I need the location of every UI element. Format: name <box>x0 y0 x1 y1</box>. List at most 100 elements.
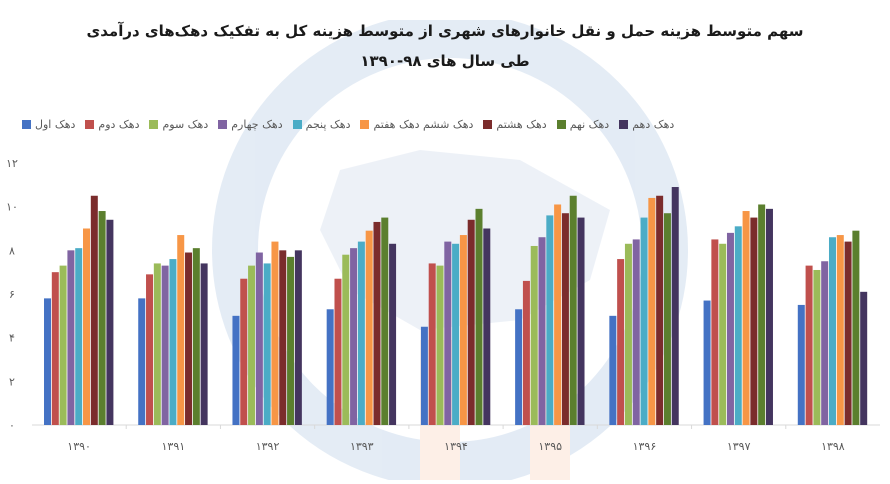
bar-۱۳۹۱-series-4 <box>161 265 169 425</box>
y-tick-label-5: ۱۰ <box>6 201 18 214</box>
legend-label-1: دهک اول <box>35 118 76 131</box>
legend-swatch-4 <box>218 120 228 129</box>
legend-label-4: دهک چهارم <box>231 118 283 131</box>
bar-۱۳۹۲-series-2 <box>240 278 248 425</box>
bar-۱۳۹۳-series-8 <box>381 217 389 425</box>
chart-title-line-1: سهم متوسط هزینه حمل و نقل خانوارهای شهری… <box>86 22 804 40</box>
bar-۱۳۹۱-series-1 <box>138 298 146 425</box>
bar-۱۳۹۳-series-3 <box>342 254 350 425</box>
bar-۱۳۹۶-series-7 <box>656 195 664 425</box>
legend-item-5: دهک پنجم <box>292 118 350 131</box>
bar-۱۳۹۷-series-8 <box>758 204 766 425</box>
bar-۱۳۹۵-series-6 <box>554 204 562 425</box>
bar-۱۳۹۱-series-9 <box>200 263 208 425</box>
bar-۱۳۹۰-series-1 <box>44 298 52 425</box>
bar-۱۳۹۱-series-5 <box>169 259 177 425</box>
bar-۱۳۹۵-series-4 <box>538 237 546 425</box>
legend-swatch-5 <box>292 120 302 129</box>
legend-label-9: دهک دهم <box>632 118 675 131</box>
bar-۱۳۹۵-series-3 <box>530 245 538 425</box>
bar-۱۳۹۲-series-3 <box>248 265 256 425</box>
bar-۱۳۹۷-series-2 <box>711 239 719 425</box>
legend-item-8: دهک نهم <box>556 118 610 131</box>
x-category-label-2: ۱۳۹۱ <box>162 440 186 453</box>
bar-۱۳۹۵-series-8 <box>569 195 577 425</box>
bar-۱۳۹۸-series-6 <box>836 235 844 425</box>
x-category-label-9: ۱۳۹۸ <box>821 440 845 453</box>
bar-۱۳۹۴-series-9 <box>483 228 491 425</box>
bar-۱۳۹۷-series-1 <box>703 300 711 425</box>
bar-۱۳۹۳-series-1 <box>326 309 334 425</box>
bar-۱۳۹۷-series-6 <box>742 211 750 425</box>
x-category-label-8: ۱۳۹۷ <box>727 440 751 453</box>
bar-۱۳۹۵-series-2 <box>522 280 530 425</box>
bar-۱۳۹۷-series-9 <box>765 208 773 425</box>
x-category-label-7: ۱۳۹۶ <box>633 440 657 453</box>
bar-۱۳۹۰-series-7 <box>90 195 98 425</box>
bar-۱۳۹۶-series-1 <box>609 315 617 425</box>
y-tick-label-4: ۸ <box>9 244 15 257</box>
bar-۱۳۹۰-series-6 <box>83 228 91 425</box>
bar-۱۳۹۳-series-5 <box>357 241 365 425</box>
bar-۱۳۹۶-series-8 <box>663 213 671 425</box>
bar-۱۳۹۳-series-4 <box>350 248 358 425</box>
bar-۱۳۹۴-series-1 <box>420 326 428 425</box>
bar-۱۳۹۲-series-1 <box>232 315 240 425</box>
bar-۱۳۹۶-series-3 <box>624 243 632 425</box>
legend-label-2: دهک دوم <box>98 118 140 131</box>
legend-label-3: دهک سوم <box>162 118 209 131</box>
legend-label-8: دهک نهم <box>569 118 610 131</box>
x-category-label-6: ۱۳۹۵ <box>538 440 562 453</box>
y-tick-label-0: ۰ <box>9 419 15 432</box>
bar-۱۳۹۱-series-2 <box>146 274 154 425</box>
bar-۱۳۹۴-series-5 <box>452 243 460 425</box>
x-category-label-4: ۱۳۹۳ <box>350 440 374 453</box>
bar-۱۳۹۸-series-5 <box>828 237 836 425</box>
x-category-label-1: ۱۳۹۰ <box>67 440 91 453</box>
y-tick-label-1: ۲ <box>9 375 15 388</box>
bar-۱۳۹۴-series-7 <box>467 219 475 425</box>
bar-۱۳۹۰-series-2 <box>51 272 59 425</box>
bar-۱۳۹۳-series-7 <box>373 221 381 425</box>
bar-۱۳۹۸-series-9 <box>860 291 868 425</box>
bar-۱۳۹۰-series-9 <box>106 219 114 425</box>
legend-item-2: دهک دوم <box>85 118 139 131</box>
bar-۱۳۹۶-series-5 <box>640 217 648 425</box>
chart-legend: دهک اول دهک دوم دهک سوم دهک چهارم دهک پنجم ده… <box>22 118 872 131</box>
bar-۱۳۹۲-series-6 <box>271 241 279 425</box>
bar-۱۳۹۲-series-5 <box>263 263 271 425</box>
chart-title-line-2: طی سال های ۹۸-۱۳۹۰ <box>360 52 530 70</box>
bar-۱۳۹۸-series-4 <box>821 261 829 425</box>
legend-label-7: دهک هشتم <box>496 118 547 131</box>
bar-۱۳۹۷-series-7 <box>750 217 758 425</box>
legend-swatch-9 <box>619 120 629 129</box>
bar-۱۳۹۶-series-2 <box>617 259 625 425</box>
y-tick-label-2: ۴ <box>9 332 15 345</box>
bar-۱۳۹۷-series-5 <box>734 226 742 425</box>
bar-۱۳۹۲-series-9 <box>294 250 302 425</box>
legend-swatch-6 <box>360 120 370 129</box>
bar-۱۳۹۶-series-9 <box>671 187 679 425</box>
bar-۱۳۹۴-series-4 <box>444 241 452 425</box>
legend-label-6: دهک ششم دهک هفتم <box>373 118 474 131</box>
bar-۱۳۹۱-series-3 <box>153 263 161 425</box>
legend-swatch-1 <box>22 120 31 129</box>
bar-۱۳۹۴-series-6 <box>459 235 467 425</box>
legend-item-6: دهک ششم دهک هفتم <box>360 118 473 131</box>
bar-۱۳۹۰-series-8 <box>98 211 106 425</box>
bar-۱۳۹۴-series-3 <box>436 265 444 425</box>
legend-item-7: دهک هشتم <box>483 118 547 131</box>
bar-۱۳۹۷-series-3 <box>719 243 727 425</box>
bar-۱۳۹۵-series-1 <box>515 309 523 425</box>
bar-۱۳۹۷-series-4 <box>726 232 734 425</box>
bar-۱۳۹۸-series-1 <box>797 304 805 425</box>
bar-۱۳۹۸-series-7 <box>844 241 852 425</box>
bar-۱۳۹۵-series-7 <box>561 213 569 425</box>
bar-۱۳۹۴-series-2 <box>428 263 436 425</box>
bar-۱۳۹۸-series-3 <box>813 269 821 425</box>
legend-swatch-8 <box>556 120 566 129</box>
legend-swatch-2 <box>85 120 95 129</box>
bar-۱۳۹۵-series-9 <box>577 217 585 425</box>
x-category-label-5: ۱۳۹۴ <box>444 440 468 453</box>
